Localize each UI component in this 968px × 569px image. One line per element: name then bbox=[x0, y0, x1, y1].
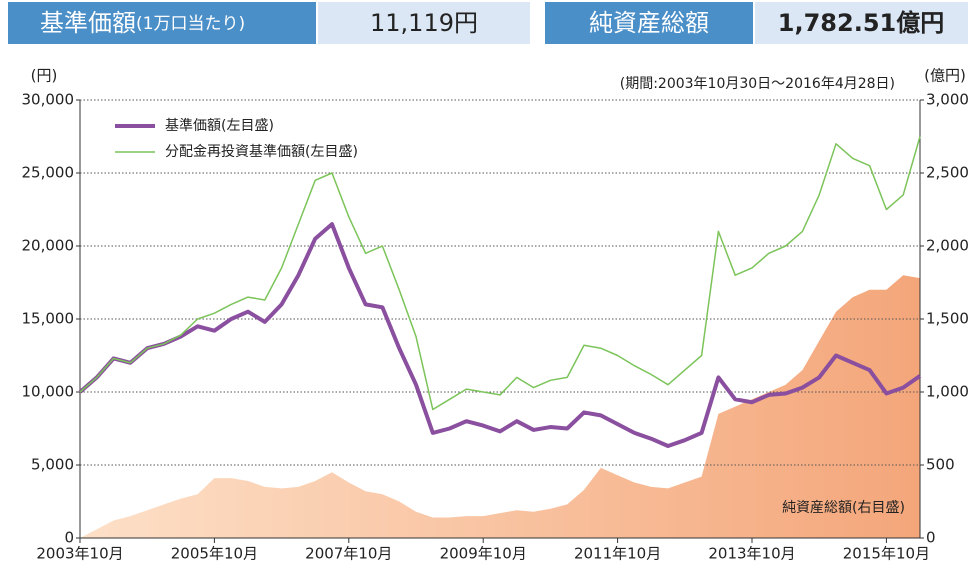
header-box bbox=[545, 2, 753, 44]
legend-label: 基準価額(左目盛) bbox=[165, 117, 274, 134]
y-tick-label: 20,000 bbox=[22, 237, 75, 255]
line bbox=[78, 222, 922, 449]
y-unit: (円) bbox=[31, 67, 58, 85]
y2-tick-label: 500 bbox=[926, 456, 955, 474]
x-tick-label: 2005年10月 bbox=[171, 545, 258, 563]
y2-tick-label: 1,000 bbox=[926, 383, 968, 401]
x-tick-label: 2009年10月 bbox=[440, 545, 527, 563]
header-box bbox=[8, 2, 316, 44]
legend-label: 分配金再投資基準価額(左目盛) bbox=[165, 143, 358, 160]
y2-tick-label: 3,000 bbox=[926, 91, 968, 109]
x-tick-label: 2007年10月 bbox=[305, 545, 392, 563]
x-tick-label: 2015年10月 bbox=[843, 545, 930, 563]
y-tick-label: 0 bbox=[64, 529, 74, 547]
area bbox=[80, 275, 920, 538]
y-tick-label: 15,000 bbox=[22, 310, 75, 328]
y2-tick-label: 0 bbox=[926, 529, 936, 547]
line bbox=[79, 136, 921, 411]
y2-tick-label: 2,000 bbox=[926, 237, 968, 255]
y2-unit: (億円) bbox=[924, 67, 966, 85]
area-label: 純資産総額(右目盛) bbox=[782, 500, 905, 516]
assets-label: 純資産総額 bbox=[589, 9, 709, 37]
x-tick-label: 2013年10月 bbox=[708, 545, 795, 563]
x-tick-label: 2003年10月 bbox=[36, 545, 123, 563]
x-tick-label: 2011年10月 bbox=[574, 545, 661, 563]
y-tick-label: 25,000 bbox=[22, 164, 75, 182]
y-tick-label: 5,000 bbox=[31, 456, 74, 474]
annotation: (期間:2003年10月30日～2016年4月28日) bbox=[620, 76, 895, 92]
assets-value: 1,782.51億円 bbox=[778, 9, 944, 37]
header-label: 基準価額(1万口当たり) bbox=[40, 9, 245, 37]
nav-note: (1万口当たり) bbox=[136, 14, 245, 34]
header-box bbox=[318, 2, 530, 44]
nav-value: 11,119円 bbox=[370, 9, 478, 37]
nav-label: 基準価額 bbox=[40, 9, 136, 37]
y-tick-label: 30,000 bbox=[22, 91, 75, 109]
y2-tick-label: 2,500 bbox=[926, 164, 968, 182]
y-tick-label: 10,000 bbox=[22, 383, 75, 401]
y2-tick-label: 1,500 bbox=[926, 310, 968, 328]
header-box bbox=[755, 2, 968, 44]
